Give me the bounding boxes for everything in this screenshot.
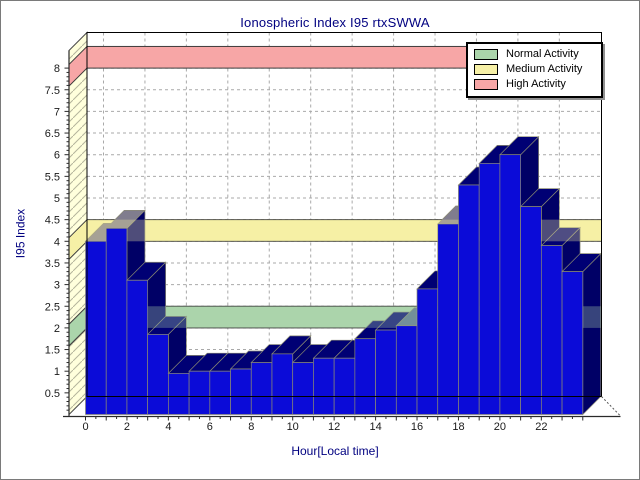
tick-marks [64, 67, 584, 421]
plot-border [86, 32, 602, 397]
band-overlay [87, 306, 602, 328]
x-tick-label: 6 [207, 421, 213, 433]
x-tick-label: 16 [411, 421, 423, 433]
x-tick-label: 14 [369, 421, 381, 433]
y-tick-label: 0.5 [45, 388, 60, 400]
y-tick-label: 3 [54, 280, 60, 292]
x-tick-label: 20 [494, 421, 506, 433]
chart-title: Ionospheric Index I95 rtxSWWA [240, 15, 430, 30]
y-tick-label: 1 [54, 366, 60, 378]
x-tick-label: 8 [248, 421, 254, 433]
y-axis-title: I95 Index [13, 208, 28, 259]
y-tick-label: 4 [54, 236, 60, 248]
x-tick-label: 4 [165, 421, 171, 433]
y-tick-label: 2.5 [45, 301, 60, 313]
band-overlay [87, 219, 602, 242]
floor-right-edge [601, 396, 621, 416]
normal-activity-swatch [474, 49, 498, 60]
x-tick-label: 12 [328, 421, 340, 433]
x-tick-label: 0 [82, 421, 88, 433]
legend-label: Medium Activity [506, 63, 583, 75]
tick-labels: 0.5 1 1.5 2 2.5 3 3.5 4 4.5 5 5.5 6 6.5 7 7.5 8 0 2 4 6 8 10 1… [45, 63, 548, 433]
legend-label: Normal Activity [506, 48, 579, 60]
y-tick-label: 6.5 [45, 128, 60, 140]
y-tick-label: 1.5 [45, 345, 60, 357]
y-tick-label: 4.5 [45, 215, 60, 227]
x-tick-label: 18 [452, 421, 464, 433]
x-tick-label: 2 [124, 421, 130, 433]
y-tick-label: 5 [54, 193, 60, 205]
y-tick-label: 7.5 [45, 85, 60, 97]
y-tick-label: 2 [54, 323, 60, 335]
legend-label: High Activity [506, 78, 566, 90]
legend-item-medium: Medium Activity [474, 62, 597, 77]
y-tick-label: 3.5 [45, 258, 60, 270]
x-tick-label: 22 [535, 421, 547, 433]
legend-item-normal: Normal Activity [474, 47, 597, 62]
bar-hour-23 [561, 252, 602, 416]
y-tick-label: 5.5 [45, 171, 60, 183]
y-tick-label: 8 [54, 63, 60, 75]
legend-item-high: High Activity [474, 77, 597, 92]
medium-activity-swatch [474, 64, 498, 75]
y-tick-label: 6 [54, 150, 60, 162]
high-activity-swatch [474, 79, 498, 90]
legend: Normal Activity Medium Activity High Act… [466, 42, 603, 98]
bars [84, 135, 602, 416]
x-axis-title: Hour[Local time] [291, 444, 379, 458]
y-tick-label: 7 [54, 106, 60, 118]
x-tick-label: 10 [287, 421, 299, 433]
